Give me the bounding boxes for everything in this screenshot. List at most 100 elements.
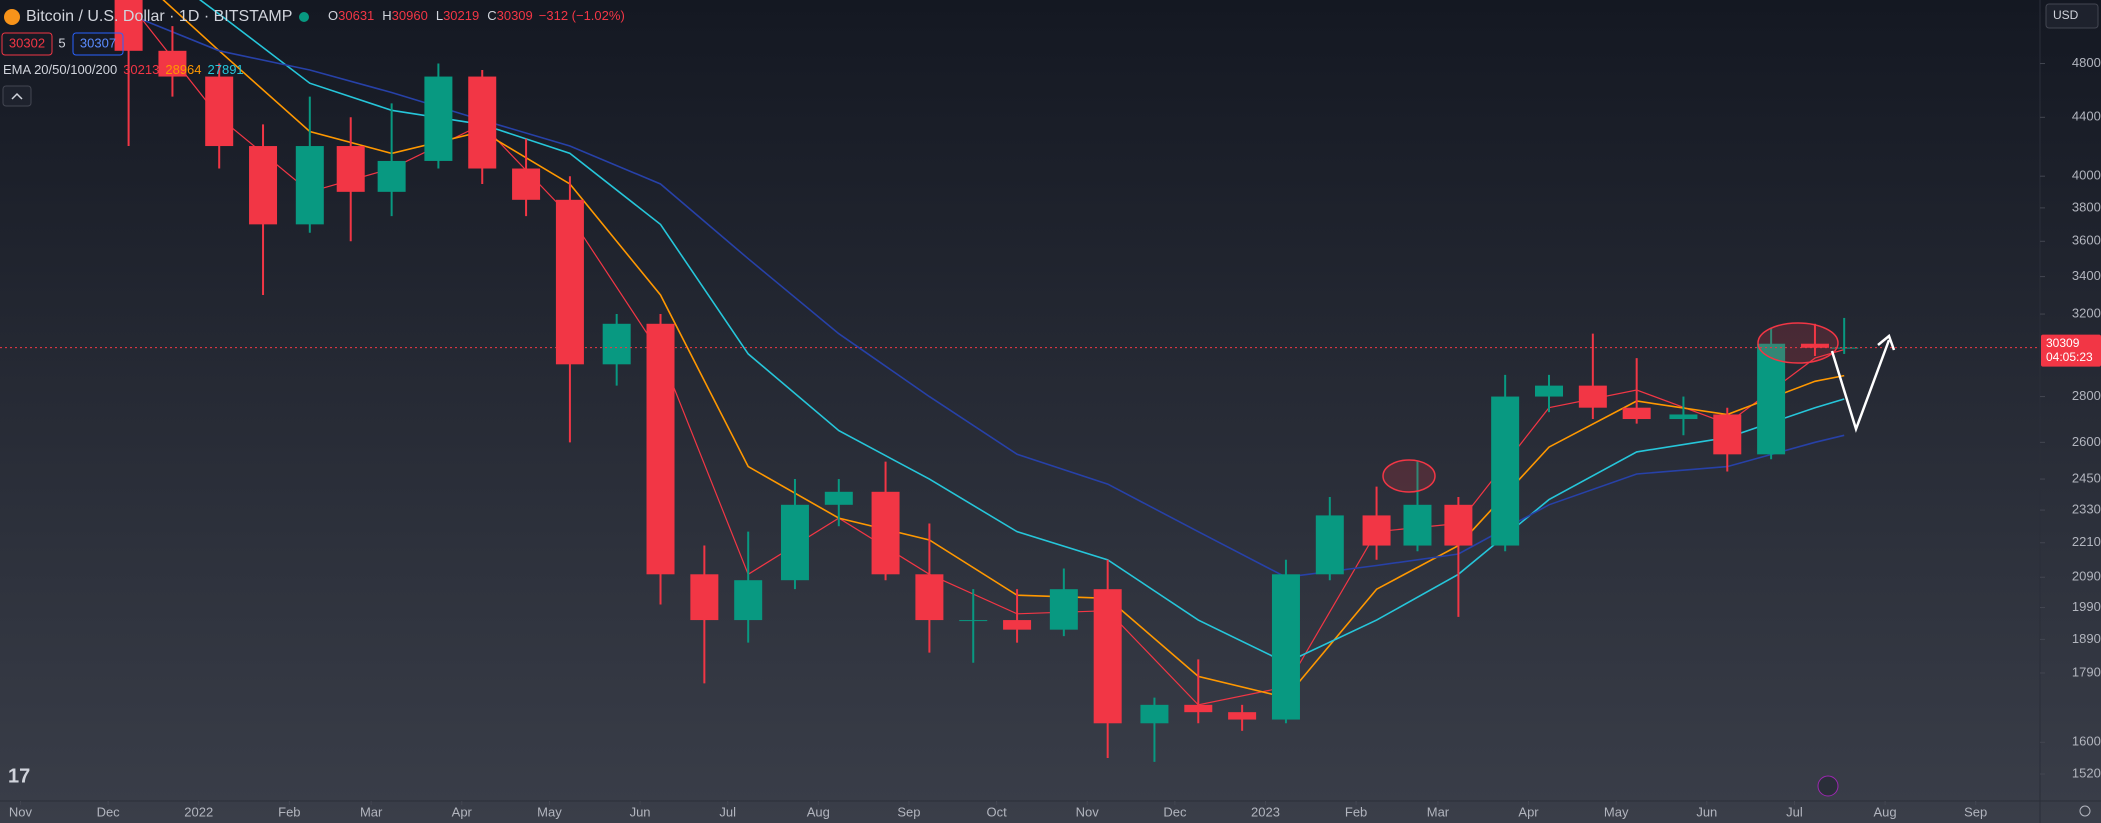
y-tick-label: 17900	[2072, 664, 2101, 679]
symbol-logo	[4, 9, 20, 25]
candle-body	[780, 504, 809, 581]
x-tick-label: Feb	[1345, 804, 1367, 819]
candle-body	[555, 199, 584, 365]
buy-button[interactable]	[72, 32, 124, 56]
highlight-ellipse	[1757, 322, 1839, 364]
candle-body	[734, 580, 763, 621]
candle-body	[1228, 712, 1257, 720]
candle-body	[1049, 589, 1078, 630]
countdown: 04:05:23	[2046, 350, 2093, 364]
candle-body	[1003, 620, 1032, 630]
x-tick-label: Dec	[97, 804, 121, 819]
y-tick-label: 28000	[2072, 388, 2101, 403]
collapse-button[interactable]	[2, 85, 32, 107]
x-tick-label: Aug	[1874, 804, 1897, 819]
candle-body	[602, 323, 631, 365]
candle-body	[377, 160, 406, 192]
x-tick-label: Sep	[1964, 804, 1987, 819]
ohlc-label: O	[328, 8, 338, 23]
y-tick-label: 44000	[2072, 109, 2101, 124]
candle-body	[824, 491, 853, 505]
x-tick-label: Aug	[807, 804, 830, 819]
sell-button[interactable]	[1, 32, 53, 56]
candle-body	[871, 491, 900, 575]
buy-price[interactable]: 30307	[80, 35, 116, 50]
candle-body	[915, 574, 944, 621]
ohlc-label: H	[382, 8, 391, 23]
candle-body	[1403, 504, 1432, 546]
y-tick-label: 38000	[2072, 199, 2101, 214]
x-tick-label: Apr	[1518, 804, 1539, 819]
candle-body	[424, 76, 453, 161]
y-tick-label: 16000	[2072, 734, 2101, 749]
currency[interactable]: USD	[2053, 8, 2079, 22]
y-tick-label: 23300	[2072, 502, 2101, 517]
candle-body	[1271, 574, 1300, 720]
ohlc-label: C	[487, 8, 496, 23]
lightning-button[interactable]	[1817, 775, 1839, 797]
last-price-box	[2041, 334, 2101, 367]
x-tick-label: Dec	[1163, 804, 1187, 819]
indicator-value: 27891	[208, 62, 244, 77]
x-tick-label: Mar	[360, 804, 383, 819]
y-tick-label: 36000	[2072, 233, 2101, 248]
x-tick-label: May	[537, 804, 562, 819]
candle-body	[1713, 414, 1742, 455]
y-tick-label: 32000	[2072, 305, 2101, 320]
candle-body	[295, 146, 324, 225]
currency-button[interactable]	[2045, 3, 2099, 29]
indicator-name: EMA 20/50/100/200	[3, 62, 117, 77]
candle-body	[468, 76, 497, 169]
ohlc-label: L	[436, 8, 443, 23]
sell-price[interactable]: 30302	[9, 35, 45, 50]
axes: 48000 44000 40000 38000 36000 34000 32000 28000…	[9, 55, 2101, 819]
candle-body	[1362, 515, 1391, 546]
chevron-icon	[11, 92, 23, 100]
y-tick-label: 15200	[2072, 765, 2101, 780]
annotations	[1382, 322, 1896, 493]
header: Bitcoin / U.S. Dollar · 1D · BITSTAMP O3…	[1, 3, 2099, 817]
y-tick-label: 22100	[2072, 534, 2101, 549]
change: −312 (−1.02%)	[539, 8, 625, 23]
candle-body	[1184, 704, 1213, 713]
y-tick-label: 18900	[2072, 631, 2101, 646]
tv-logo: 17	[8, 765, 30, 787]
candle-body	[959, 620, 988, 622]
last-price-label: 30309	[2046, 336, 2080, 350]
ohlc-value: 30219	[443, 8, 479, 23]
candle-body	[158, 50, 187, 77]
candle-body	[512, 168, 541, 200]
x-tick-label: Oct	[987, 804, 1008, 819]
y-tick-label: 34000	[2072, 268, 2101, 283]
x-tick-label: Feb	[278, 804, 300, 819]
x-tick-label: Nov	[1076, 804, 1100, 819]
settings-icon[interactable]	[2079, 805, 2091, 817]
ohlc-value: 30631	[338, 8, 374, 23]
ohlc-value: 30309	[497, 8, 533, 23]
candle-body	[1757, 343, 1786, 455]
x-tick-label: Nov	[9, 804, 33, 819]
candle-body	[1534, 385, 1563, 397]
y-tick-label: 48000	[2072, 55, 2101, 70]
y-tick-label: 26000	[2072, 434, 2101, 449]
plot-area	[0, 0, 2040, 762]
x-tick-label: Jul	[719, 804, 736, 819]
symbol-title: Bitcoin / U.S. Dollar · 1D · BITSTAMP	[26, 8, 292, 25]
x-tick-label: Sep	[897, 804, 920, 819]
candle-body	[1315, 515, 1344, 575]
candle-body	[249, 146, 278, 225]
x-tick-label: Apr	[452, 804, 473, 819]
projection-arrow	[1830, 339, 1891, 433]
candle-body	[1669, 414, 1698, 420]
x-tick-label: Jul	[1786, 804, 1803, 819]
highlight-ellipse	[1382, 459, 1436, 493]
x-tick-label: May	[1604, 804, 1629, 819]
candle-body	[690, 574, 719, 621]
x-tick-label: 2022	[184, 804, 213, 819]
candle-body	[1491, 396, 1520, 546]
candle-body	[1622, 407, 1651, 420]
ohlc: O30631 H30960 L30219 C30309 −312 (−1.02%)	[328, 8, 625, 23]
indicator-value: 30213	[123, 62, 159, 77]
